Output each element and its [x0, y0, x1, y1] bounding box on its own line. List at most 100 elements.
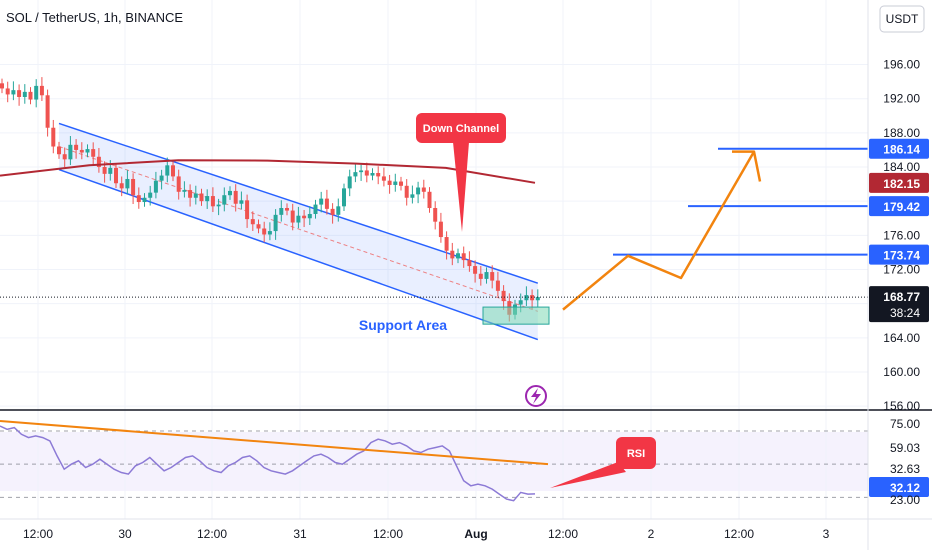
- candle: [461, 253, 466, 261]
- candle: [239, 200, 244, 204]
- candle: [222, 195, 227, 205]
- candle: [467, 260, 472, 267]
- candle: [171, 165, 175, 177]
- candle: [530, 295, 535, 301]
- main-pane[interactable]: [0, 0, 868, 409]
- rsi-callout-pointer: [550, 462, 626, 488]
- support-area-label: Support Area: [359, 317, 447, 333]
- lightning-icon[interactable]: [525, 385, 547, 407]
- candle: [495, 280, 500, 291]
- price-tick: 188.00: [883, 126, 920, 140]
- candle: [62, 154, 67, 160]
- rsi-callout: RSI: [550, 437, 656, 488]
- candle: [28, 91, 33, 100]
- candle: [370, 172, 375, 176]
- candle: [330, 208, 335, 215]
- candle: [324, 198, 329, 209]
- chart-title: SOL / TetherUS, 1h, BINANCE: [6, 10, 183, 25]
- candle: [336, 206, 341, 215]
- rsi-tick: 32.63: [890, 462, 920, 476]
- time-tick: 12:00: [373, 527, 403, 541]
- candle: [131, 178, 136, 196]
- candle: [57, 146, 61, 155]
- callout-pointer: [453, 142, 469, 232]
- candle: [210, 196, 215, 207]
- price-tick: 196.00: [883, 58, 920, 72]
- candle: [96, 156, 101, 168]
- candle: [22, 91, 27, 97]
- candle: [153, 180, 158, 193]
- candlestick-series: [0, 77, 540, 322]
- price-tick: 172.00: [883, 263, 920, 277]
- candle: [74, 144, 79, 150]
- candle: [456, 253, 460, 259]
- rsi-value-label: 32.12: [890, 481, 920, 495]
- bar-countdown: 38:24: [890, 306, 920, 320]
- candle: [250, 219, 255, 225]
- current-price-label: 168.77: [883, 290, 920, 304]
- rsi-tick: 59.03: [890, 441, 920, 455]
- chart-annotations[interactable]: Support Area Down Channel: [0, 113, 868, 333]
- candle: [387, 180, 392, 185]
- candle: [313, 204, 318, 214]
- time-tick: 12:00: [548, 527, 578, 541]
- price-tag: [869, 138, 929, 159]
- candle: [381, 176, 386, 181]
- candle: [205, 196, 210, 202]
- price-tick: 184.00: [883, 160, 920, 174]
- price-tick: 156.00: [883, 399, 920, 413]
- candle: [91, 149, 96, 157]
- candle: [285, 208, 289, 211]
- rsi-tick: 75.00: [890, 417, 920, 431]
- candle: [68, 144, 73, 160]
- candle: [342, 188, 346, 207]
- candle: [359, 170, 364, 173]
- rsi-tick: 23.00: [890, 493, 920, 507]
- candle: [302, 215, 307, 219]
- channel-midline: [58, 146, 538, 312]
- candle: [165, 165, 170, 176]
- candle: [307, 213, 312, 219]
- projection-path: [562, 150, 756, 311]
- down-channel-callout: Down Channel: [416, 113, 506, 232]
- candle: [433, 208, 438, 222]
- price-tag-label: 186.14: [883, 143, 920, 157]
- candle: [11, 90, 16, 95]
- candle: [473, 266, 478, 274]
- candle: [34, 85, 39, 100]
- candle: [353, 172, 358, 177]
- candle: [51, 127, 56, 147]
- rsi-indicator: RSI: [0, 419, 868, 502]
- candle: [199, 193, 204, 202]
- price-tag-label: 173.74: [883, 249, 920, 263]
- candle: [273, 214, 278, 232]
- time-tick: 30: [118, 527, 132, 541]
- candle: [524, 295, 529, 301]
- candle: [267, 231, 272, 235]
- candle: [193, 193, 198, 198]
- time-tick: 12:00: [23, 527, 53, 541]
- candle: [228, 190, 232, 196]
- candle: [0, 83, 4, 89]
- rsi-callout-box: [616, 437, 656, 469]
- candle: [484, 272, 489, 279]
- candle: [102, 167, 107, 174]
- candle: [444, 237, 449, 251]
- price-tick: 160.00: [883, 365, 920, 379]
- candle: [279, 208, 284, 215]
- currency-button[interactable]: USDT: [879, 5, 925, 33]
- candle: [427, 191, 432, 209]
- price-tick: 164.00: [883, 331, 920, 345]
- candle: [182, 190, 187, 192]
- price-tag-label: 179.42: [883, 200, 920, 214]
- axes[interactable]: 196.00192.00188.00184.00180.00176.00172.…: [23, 58, 929, 541]
- candle: [347, 176, 352, 189]
- candle: [262, 228, 267, 235]
- candle: [148, 192, 153, 198]
- candle: [296, 215, 301, 223]
- time-tick: Aug: [464, 527, 487, 541]
- candle: [404, 185, 409, 198]
- candle: [233, 190, 238, 204]
- callout-label: Down Channel: [423, 123, 499, 135]
